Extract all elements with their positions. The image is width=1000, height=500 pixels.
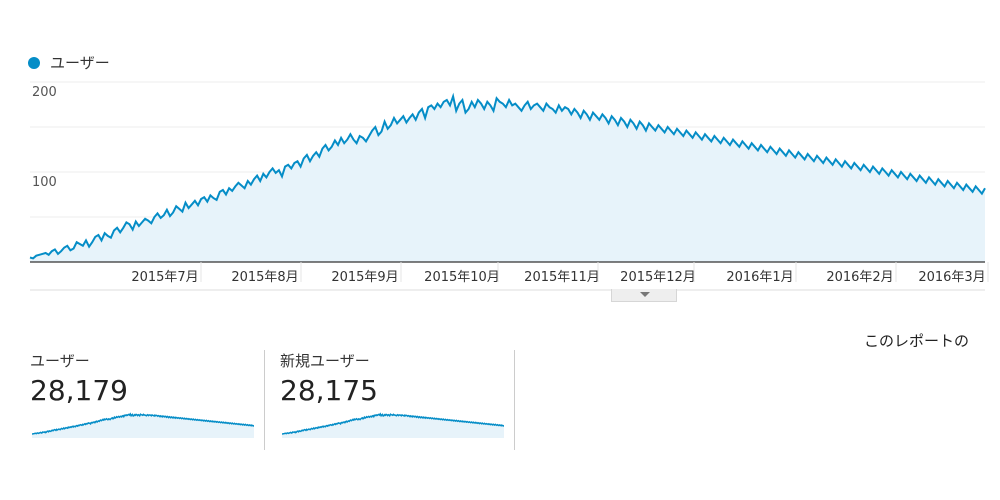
x-tick-label: 2016年1月 [726, 270, 793, 285]
chart-legend[interactable]: ユーザー [28, 52, 110, 73]
legend-dot-icon [28, 56, 40, 69]
sparkline-area [32, 414, 254, 438]
sparkline-area [282, 414, 504, 438]
chart-area-fill [30, 96, 985, 263]
report-note: このレポートの [864, 332, 970, 350]
sparkline-line [282, 412, 504, 435]
x-tick-label: 2015年12月 [620, 270, 696, 285]
legend-label: ユーザー [50, 54, 110, 72]
metric-sparkline [282, 412, 504, 438]
metric-value: 28,175 [280, 374, 378, 407]
main-line-chart[interactable]: 200 100 2015年7月 2015年8月 2015年9月 2015年10月 2015… [0, 0, 1000, 300]
metric-divider [514, 350, 515, 450]
x-tick-label: 2016年2月 [826, 270, 893, 285]
chart-series-line [29, 92, 986, 260]
metric-label: 新規ユーザー [280, 352, 370, 370]
x-tick-label: 2016年3月 [918, 270, 985, 285]
x-tick-label: 2015年8月 [231, 270, 298, 285]
metric-users[interactable]: ユーザー 28,179 [30, 350, 260, 450]
metric-sparkline [32, 412, 254, 438]
metric-new-users[interactable]: 新規ユーザー 28,175 [280, 350, 510, 450]
metric-label: ユーザー [30, 352, 90, 370]
x-tick-label: 2015年9月 [331, 270, 398, 285]
x-tick-label: 2015年11月 [524, 270, 600, 285]
y-tick-label: 100 [32, 175, 57, 190]
y-tick-label: 200 [32, 85, 57, 100]
metric-value: 28,179 [30, 374, 128, 407]
sparkline-line [32, 412, 254, 435]
x-tick-label: 2015年10月 [424, 270, 500, 285]
metric-divider [264, 350, 265, 450]
chart-expand-toggle[interactable] [611, 289, 677, 302]
x-tick-label: 2015年7月 [131, 270, 198, 285]
